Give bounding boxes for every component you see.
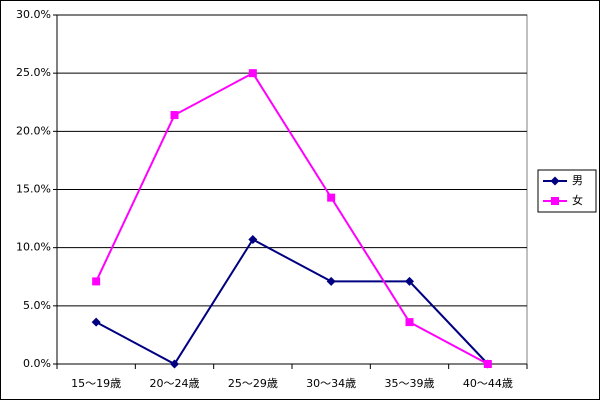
legend-marker [551,197,559,205]
x-tick-label: 30～34歳 [306,377,356,390]
legend-label: 男 [572,174,583,187]
x-tick-label: 35～39歳 [385,377,435,390]
legend-label: 女 [572,193,583,207]
series-line [95,71,489,365]
y-tick-label: 10.0% [16,241,51,254]
x-tick-label: 40～44歳 [463,377,513,390]
x-tick-label: 25～29歳 [228,377,278,390]
y-tick-label: 25.0% [16,66,51,79]
marker [248,235,258,245]
y-tick-label: 0.0% [23,357,51,370]
marker [170,111,179,120]
marker [91,317,101,327]
y-tick-label: 30.0% [16,8,51,21]
marker [405,318,414,327]
y-tick-label: 15.0% [16,183,51,196]
y-tick-label: 5.0% [23,299,51,312]
marker [326,276,336,286]
legend-box [537,169,597,213]
x-tick-label: 15～19歳 [71,377,121,390]
marker [248,69,257,78]
marker [327,193,336,202]
marker [405,276,414,286]
marker [170,359,179,369]
marker [92,277,101,286]
series-line [95,238,489,366]
y-tick-label: 20.0% [16,124,51,137]
x-tick-label: 20～24歳 [150,377,200,390]
marker [483,360,492,368]
legend-marker [550,176,560,186]
